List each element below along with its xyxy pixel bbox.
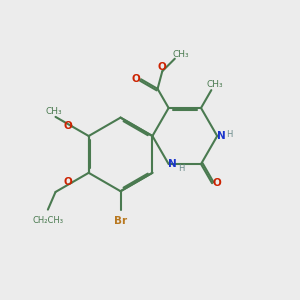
Text: O: O xyxy=(213,178,222,188)
Text: CH₃: CH₃ xyxy=(206,80,223,89)
Text: Br: Br xyxy=(114,216,127,226)
Text: N: N xyxy=(217,131,225,141)
Text: CH₂CH₃: CH₂CH₃ xyxy=(32,215,63,224)
Text: O: O xyxy=(63,122,72,131)
Text: H: H xyxy=(226,130,233,139)
Text: O: O xyxy=(63,177,72,188)
Text: O: O xyxy=(158,62,167,72)
Text: O: O xyxy=(131,74,140,84)
Text: N: N xyxy=(168,159,177,169)
Text: H: H xyxy=(178,164,184,173)
Text: CH₃: CH₃ xyxy=(46,107,62,116)
Text: CH₃: CH₃ xyxy=(173,50,190,59)
